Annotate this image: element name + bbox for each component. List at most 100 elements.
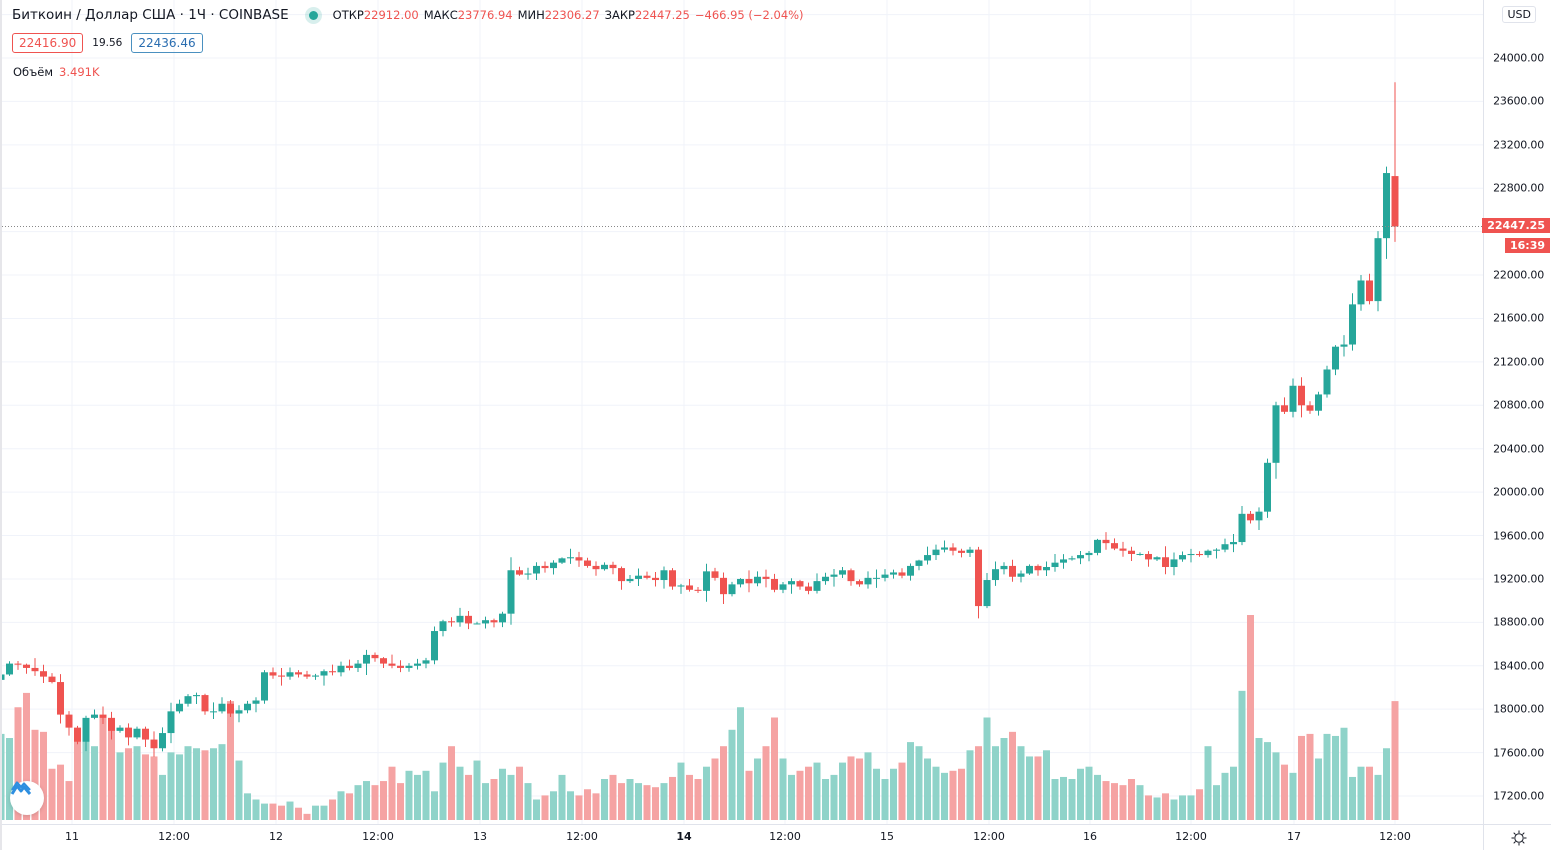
time-axis[interactable]: 11 12:00 12 12:00 13 12:00 14 12:00 15 12:00 16 12:… (2, 824, 1483, 850)
candlestick-chart[interactable] (2, 0, 1483, 824)
cloud-chart-icon (10, 781, 32, 795)
candle (626, 578, 634, 582)
volume-bar (694, 779, 702, 820)
volume-value: 3.491K (59, 65, 100, 79)
volume-bar (176, 754, 183, 820)
candle (150, 739, 158, 749)
volume-bar (337, 791, 345, 820)
candle (82, 717, 90, 742)
price-tick-label: 24000.00 (1493, 51, 1544, 65)
price-axis[interactable]: 24000.00 23600.00 23200.00 22800.00 22000.00… (1482, 0, 1551, 824)
candle (1085, 552, 1093, 556)
volume-bar (898, 762, 906, 820)
candle (397, 665, 404, 668)
volume-bar (244, 793, 251, 820)
volume-bar (1281, 764, 1288, 820)
volume-bar (235, 760, 243, 820)
volume-bar (227, 701, 234, 820)
close-value: 22447.25 (635, 8, 690, 22)
volume-bar (439, 762, 447, 820)
candle (473, 623, 481, 625)
volume-bar (788, 774, 795, 820)
chart-settings-button[interactable] (1483, 824, 1551, 850)
candle (1204, 550, 1212, 556)
volume-bar (1238, 690, 1246, 820)
volume-legend: Объём 3.491K (13, 65, 100, 79)
volume-bar (1230, 766, 1237, 820)
time-tick-label: 14 (676, 830, 692, 843)
volume-bar (312, 805, 319, 820)
candle (1323, 369, 1331, 395)
candle (1051, 562, 1059, 568)
candle (898, 572, 906, 576)
price-chart-pane[interactable]: Биткоин / Доллар США · 1Ч · COINBASE ОТК… (2, 0, 1483, 824)
volume-bar (847, 756, 855, 820)
volume-label[interactable]: Объём (13, 65, 54, 79)
candle (992, 569, 999, 581)
candle (856, 581, 863, 585)
price-tick-label: 23600.00 (1493, 94, 1544, 108)
volume-bar (201, 750, 209, 820)
volume-bar (354, 785, 362, 820)
candle (779, 584, 787, 590)
candle (388, 663, 396, 666)
candle (99, 714, 107, 718)
candle (669, 570, 676, 587)
price-tick-label: 18000.00 (1493, 702, 1544, 716)
volume-bar (941, 772, 948, 820)
volume-bar (108, 721, 115, 820)
candle (1119, 548, 1127, 551)
volume-bar (1043, 750, 1050, 820)
price-tick-label: 17200.00 (1493, 789, 1544, 803)
volume-bar (1204, 746, 1212, 820)
candle (371, 654, 379, 659)
volume-bar (966, 750, 974, 820)
candle (1281, 405, 1288, 412)
volume-bar (184, 746, 192, 820)
volume-bar (1000, 738, 1008, 820)
candle (567, 557, 574, 559)
volume-bar (1332, 735, 1339, 820)
candle (1179, 555, 1186, 560)
candle (1340, 344, 1348, 347)
volume-bar (91, 746, 98, 820)
candle (694, 589, 702, 591)
volume-bar (40, 731, 47, 820)
currency-button[interactable]: USD (1502, 6, 1536, 23)
candle (210, 711, 217, 713)
candle (1000, 565, 1008, 570)
candle (269, 672, 277, 676)
candle (677, 585, 685, 587)
candle (805, 586, 812, 591)
volume-bar (762, 746, 770, 820)
volume-bar (992, 746, 999, 820)
symbol-title[interactable]: Биткоин / Доллар США · 1Ч · COINBASE (12, 7, 289, 23)
volume-bar (1323, 733, 1331, 820)
volume-bar (1289, 772, 1297, 820)
volume-bar (388, 766, 396, 820)
settings-sun-icon (1511, 830, 1526, 845)
volume-bar (1128, 779, 1135, 820)
candle (2, 674, 5, 680)
volume-bar (99, 717, 107, 820)
high-value: 23776.94 (457, 8, 513, 22)
volume-bar (771, 717, 778, 820)
volume-bar (405, 770, 413, 820)
price-tick-label: 22800.00 (1493, 181, 1544, 195)
candle (516, 570, 523, 575)
candle (728, 584, 736, 595)
candle (465, 615, 472, 624)
candle (193, 695, 200, 697)
candle (1357, 280, 1365, 305)
volume-bar (601, 779, 608, 820)
candle (405, 665, 413, 668)
volume-bar (745, 770, 753, 820)
candle (1391, 176, 1399, 227)
volume-bar (456, 766, 464, 820)
tradingview-logo-button[interactable] (10, 781, 44, 815)
sell-button[interactable]: 22416.90 (12, 33, 84, 53)
candle (244, 703, 251, 711)
volume-bar (499, 768, 506, 820)
buy-button[interactable]: 22436.46 (131, 33, 203, 53)
volume-bar (1179, 795, 1186, 820)
